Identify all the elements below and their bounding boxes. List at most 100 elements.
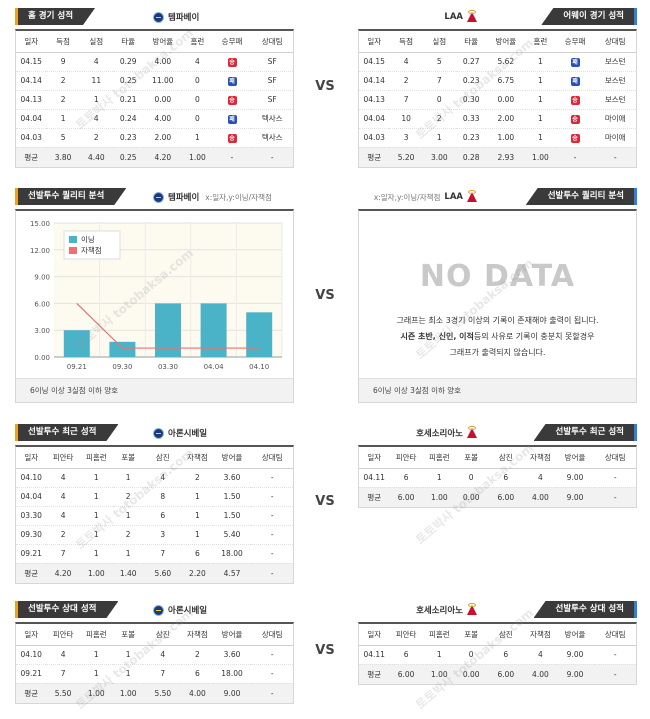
nodata-box: NO DATA 그래프는 최소 3경기 이상의 기록이 존재해야 출력이 됩니다… (358, 209, 637, 403)
table-row: 04.13 7 0 0.30 0.00 1 승 보스턴 (359, 90, 636, 110)
x-tick-label: 04.10 (249, 363, 269, 371)
table-row: 04.03 5 2 0.23 2.00 1 승 텍사스 (16, 128, 293, 148)
legend-swatch-bar (69, 236, 77, 243)
column-header: 포볼 (455, 447, 487, 469)
away-team-name: LAA (444, 192, 463, 202)
table-row: 04.04 1 4 0.24 4.00 0 패 텍사스 (16, 109, 293, 129)
column-header: 피홈런 (79, 624, 113, 646)
legend-label-er: 자책점 (81, 245, 102, 255)
home-pitcher-label-2: 아론시베일 (153, 603, 207, 617)
result-badge: 승 (227, 133, 237, 143)
y-tick-label: 15.00 (30, 220, 50, 228)
result-badge: 승 (570, 114, 580, 124)
column-header: 자책점 (182, 624, 213, 646)
vs-label: VS (315, 79, 335, 94)
column-header: 일자 (359, 624, 390, 646)
vs-label: VS (315, 494, 335, 509)
column-header: 피안타 (389, 447, 423, 469)
result-badge: 승 (227, 57, 237, 67)
column-header: 승무패 (555, 31, 595, 53)
column-header: 상대팀 (594, 447, 636, 469)
away-record-panel: LAA 어웨이 경기 성적 일자 득점 실점 타율 방어율 홈런 승무패 상대팀 04.15 4 5… (358, 8, 637, 168)
result-badge: 패 (227, 114, 237, 124)
home-pitcher-name: 아론시베일 (168, 606, 208, 616)
result-badge: 패 (570, 57, 580, 67)
column-header: 상대팀 (251, 31, 293, 53)
column-header: 삼진 (143, 624, 183, 646)
column-header: 자책점 (525, 624, 556, 646)
table-row: 04.15 4 5 0.27 5.62 1 패 보스턴 (359, 52, 636, 72)
result-badge: 승 (570, 133, 580, 143)
column-header: 일자 (16, 447, 47, 469)
bar (63, 330, 90, 357)
table-row: 09.30 2 1 2 3 1 5.40- (16, 525, 293, 545)
table-row: 04.03 3 1 0.23 1.00 1 승 마이애 (359, 128, 636, 148)
away-record-title: 어웨이 경기 성적 (541, 8, 637, 25)
angels-logo-icon (467, 10, 477, 23)
home-record-title: 홈 경기 성적 (15, 8, 95, 25)
y-tick-label: 0.00 (34, 354, 50, 362)
table-row: 04.10 4 1 1 4 2 3.60- (16, 645, 293, 665)
column-header: 피홈런 (422, 447, 456, 469)
nodata-title: NO DATA (419, 259, 576, 294)
nodata-line-2: 시즌 초반, 신인, 이적등의 사유로 기록이 충분치 못할경우 (400, 332, 595, 341)
away-pitcher-vs-panel: 호세소리아노 선발투수 상대 성적 일자 피안타 피홈런 포볼 삼진 자책점 방어율 상대팀 0… (358, 601, 637, 685)
bar (246, 312, 273, 357)
table-row: 04.14 2 11 0.25 11.00 0 패 SF (16, 71, 293, 91)
vs-label: VS (315, 643, 335, 658)
quality-note: 6이닝 이상 3실점 이하 양호 (16, 378, 293, 402)
home-record-table: 일자 득점 실점 타율 방어율 홈런 승무패 상대팀 04.15 9 4 0.29 4.00 4 승 SF 04… (16, 31, 293, 167)
era-line (76, 302, 260, 349)
home-pitcher-recent-table: 일자 피안타 피홈런 포볼 삼진 자책점 방어율 상대팀 04.10 4 1 1 4 2 3.60-04.0… (16, 447, 293, 583)
pitcher-recent-title: 선발투수 최근 성적 (15, 424, 118, 441)
column-header: 삼진 (486, 447, 526, 469)
away-pitcher-name: 호세소리아노 (416, 429, 463, 439)
away-pitcher-recent-panel: 호세소리아노 선발투수 최근 성적 일자 피안타 피홈런 포볼 삼진 자책점 방어율 상대팀 0… (358, 424, 637, 508)
table-row: 04.10 4 1 1 4 2 3.60- (16, 468, 293, 488)
table-row: 04.13 2 1 0.21 0.00 0 승 SF (16, 90, 293, 110)
home-quality-title: 선발투수 퀄리티 분석 (15, 188, 126, 205)
angels-logo-icon (467, 426, 477, 439)
angels-logo-icon (467, 603, 477, 616)
away-team-name: LAA (444, 12, 463, 22)
vs-label: VS (315, 288, 335, 303)
column-header: 삼진 (143, 447, 183, 469)
angels-logo-icon (467, 190, 477, 203)
home-pitcher-vs-panel: 선발투수 상대 성적 아론시베일 일자 피안타 피홈런 포볼 삼진 자책점 방어율 상대팀 04… (15, 601, 294, 704)
table-row: 04.11 6 1 0 6 4 9.00- (359, 468, 636, 488)
home-team-name: 템파베이 (168, 13, 200, 23)
home-quality-panel: 선발투수 퀄리티 분석 템파베이 x:일자,y:이닝/자책점 0.00 3.00 6… (15, 188, 294, 403)
quality-note: 6이닝 이상 3실점 이하 양호 (359, 378, 636, 402)
home-pitcher-name: 아론시베일 (168, 429, 208, 439)
home-pitcher-label: 아론시베일 (153, 426, 207, 440)
result-badge: 패 (570, 76, 580, 86)
result-badge: 승 (227, 95, 237, 105)
table-row: 04.11 6 1 0 6 4 9.00- (359, 645, 636, 665)
column-header: 방어율 (555, 447, 595, 469)
rays-logo-icon (153, 11, 164, 23)
column-header: 방어율 (555, 624, 595, 646)
rays-logo-icon (153, 604, 164, 616)
away-pitcher-label: 호세소리아노 (416, 426, 477, 440)
away-pitcher-name: 호세소리아노 (416, 606, 463, 616)
axis-hint: x:일자,y:이닝/자책점 (373, 192, 441, 202)
table-row: 04.14 2 7 0.23 6.75 1 패 보스턴 (359, 71, 636, 91)
y-tick-label: 3.00 (34, 327, 50, 335)
pitcher-recent-title: 선발투수 최근 성적 (533, 424, 637, 441)
column-header: 일자 (359, 447, 390, 469)
away-team-label: LAA (444, 10, 477, 24)
home-pitcher-recent-panel: 선발투수 최근 성적 아론시베일 일자 피안타 피홈런 포볼 삼진 자책점 방어율 상대팀 04… (15, 424, 294, 584)
column-header: 일자 (16, 31, 47, 53)
away-quality-panel: x:일자,y:이닝/자책점 LAA 선발투수 퀄리티 분석 NO DATA 그래… (358, 188, 637, 403)
table-row: 04.04 4 1 2 8 1 1.50- (16, 487, 293, 507)
column-header: 피홈런 (422, 624, 456, 646)
column-header: 타율 (112, 31, 144, 53)
away-record-table: 일자 득점 실점 타율 방어율 홈런 승무패 상대팀 04.15 4 5 0.27 5.62 1 패 보스턴 0… (359, 31, 636, 167)
legend-swatch-line (69, 247, 77, 254)
nodata-line-3: 그래프가 출력되지 않습니다. (449, 348, 546, 357)
average-row: 평균 6.00 1.00 0.00 6.00 4.00 9.00- (359, 664, 636, 684)
table-row: 03.30 4 1 1 6 1 1.50- (16, 506, 293, 526)
home-pitcher-vs-table: 일자 피안타 피홈런 포볼 삼진 자책점 방어율 상대팀 04.10 4 1 1 4 2 3.60-09.2… (16, 624, 293, 703)
result-badge: 패 (227, 76, 237, 86)
average-row: 평균 4.20 1.00 1.40 5.60 2.20 4.57- (16, 563, 293, 583)
